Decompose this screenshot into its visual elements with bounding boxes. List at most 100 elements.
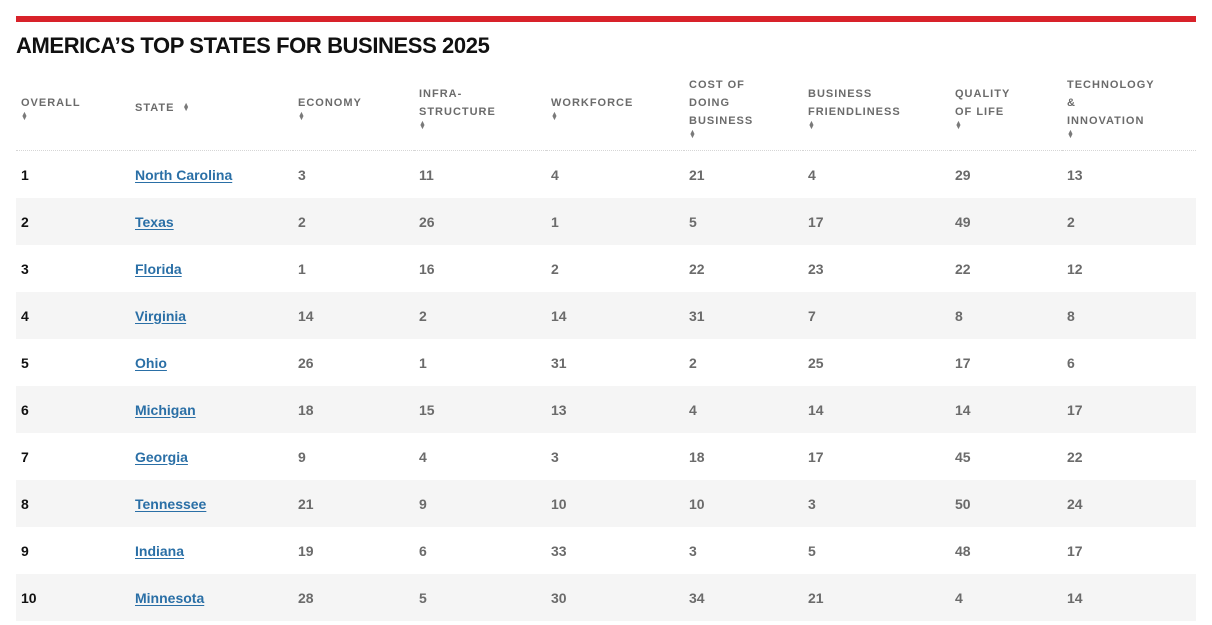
sort-arrows-icon[interactable]: ▲ ▼ [551,111,559,123]
table-row: 10 Minnesota 28 5 30 34 21 4 14 [16,574,1196,621]
state-link[interactable]: Ohio [135,354,167,371]
rankings-table: OVERALL ▲ ▼ STATE ▲ ▼ ECONOMY ▲ ▼ INFRA- STRUCTUR… [16,66,1196,621]
column-header-label: STATE [135,102,175,114]
state-cell: Minnesota [130,574,293,621]
workforce-rank-cell: 10 [546,480,684,527]
technology-rank-cell: 6 [1067,354,1075,371]
workforce-rank-cell: 13 [546,386,684,433]
quality-rank-cell: 45 [955,448,971,465]
sort-arrows-icon[interactable]: ▲ ▼ [1067,129,1075,141]
infrastructure-rank-cell: 6 [419,542,427,559]
state-link[interactable]: Florida [135,260,182,277]
economy-rank-cell: 1 [298,260,306,277]
quality-rank-cell: 22 [955,260,971,277]
column-header-friendliness[interactable]: BUSINESS FRIENDLINESS ▲ ▼ [803,66,950,151]
column-header-label: INNOVATION [1067,115,1145,127]
technology-rank-cell: 12 [1067,260,1083,277]
sort-arrows-icon[interactable]: ▲ ▼ [689,129,697,141]
column-header-label: BUSINESS [808,88,873,100]
state-cell: Michigan [130,386,293,433]
column-header-quality[interactable]: QUALITY OF LIFE ▲ ▼ [950,66,1062,151]
state-link[interactable]: Georgia [135,448,188,465]
technology-rank-cell: 8 [1062,292,1196,339]
accent-bar [16,16,1196,22]
quality-rank-cell: 49 [950,198,1062,245]
quality-rank-cell: 4 [950,574,1062,621]
workforce-rank-cell: 31 [551,354,567,371]
workforce-rank-cell: 2 [551,260,559,277]
sort-arrows-icon[interactable]: ▲ ▼ [182,102,191,114]
cost-rank-cell: 31 [684,292,803,339]
state-link[interactable]: Texas [135,213,174,230]
economy-rank-cell: 21 [293,480,414,527]
overall-rank-cell: 6 [16,386,130,433]
economy-rank-cell: 2 [293,198,414,245]
column-header-overall[interactable]: OVERALL ▲ ▼ [16,66,130,151]
economy-rank-cell: 19 [298,542,314,559]
cost-rank-cell: 2 [689,354,697,371]
table-row: 8 Tennessee 21 9 10 10 3 50 24 [16,480,1196,527]
column-header-technology[interactable]: TECHNOLOGY & INNOVATION ▲ ▼ [1062,66,1196,151]
workforce-rank-cell: 30 [546,574,684,621]
overall-rank-cell: 1 [21,166,29,183]
workforce-rank-cell: 14 [546,292,684,339]
state-link[interactable]: Virginia [135,307,187,324]
cost-rank-cell: 3 [689,542,697,559]
overall-rank-cell: 8 [16,480,130,527]
state-cell: Ohio [130,339,293,386]
column-header-label: ECONOMY [298,97,362,109]
sort-arrows-icon[interactable]: ▲ ▼ [808,120,816,132]
table-header-row: OVERALL ▲ ▼ STATE ▲ ▼ ECONOMY ▲ ▼ INFRA- STRUCTUR… [16,66,1196,151]
sort-arrows-icon[interactable]: ▲ ▼ [955,120,963,132]
cost-rank-cell: 22 [689,260,705,277]
state-link[interactable]: North Carolina [135,166,233,183]
infrastructure-rank-cell: 9 [414,480,546,527]
column-header-label: QUALITY [955,88,1011,100]
table-row: 9 Indiana 19 6 33 3 5 48 17 [16,527,1196,574]
technology-rank-cell: 14 [1062,574,1196,621]
column-header-cost[interactable]: COST OF DOING BUSINESS ▲ ▼ [684,66,803,151]
column-header-label: TECHNOLOGY [1067,79,1155,91]
friendliness-rank-cell: 5 [808,542,816,559]
table-row: 1 North Carolina 3 11 4 21 4 29 13 [16,151,1196,199]
column-header-label: WORKFORCE [551,97,634,109]
economy-rank-cell: 9 [298,448,306,465]
friendliness-rank-cell: 14 [803,386,950,433]
state-cell: Florida [130,245,293,292]
state-cell: North Carolina [130,151,293,199]
friendliness-rank-cell: 23 [808,260,824,277]
overall-rank-cell: 10 [16,574,130,621]
cost-rank-cell: 34 [684,574,803,621]
workforce-rank-cell: 3 [551,448,559,465]
workforce-rank-cell: 1 [546,198,684,245]
state-link[interactable]: Indiana [135,542,185,559]
state-cell: Tennessee [130,480,293,527]
table-row: 3 Florida 1 16 2 22 23 22 12 [16,245,1196,292]
state-cell: Texas [130,198,293,245]
column-header-workforce[interactable]: WORKFORCE ▲ ▼ [546,66,684,151]
cost-rank-cell: 10 [684,480,803,527]
state-link[interactable]: Michigan [135,401,196,418]
quality-rank-cell: 17 [955,354,971,371]
economy-rank-cell: 18 [293,386,414,433]
economy-rank-cell: 3 [298,166,306,183]
page-title: AMERICA’S TOP STATES FOR BUSINESS 2025 [16,33,490,58]
column-header-infrastructure[interactable]: INFRA- STRUCTURE ▲ ▼ [414,66,546,151]
economy-rank-cell: 26 [298,354,314,371]
state-link[interactable]: Minnesota [135,589,205,606]
table-row: 5 Ohio 26 1 31 2 25 17 6 [16,339,1196,386]
sort-arrows-icon[interactable]: ▲ ▼ [419,120,427,132]
column-header-economy[interactable]: ECONOMY ▲ ▼ [293,66,414,151]
overall-rank-cell: 3 [21,260,29,277]
state-link[interactable]: Tennessee [135,495,207,512]
technology-rank-cell: 2 [1062,198,1196,245]
column-header-state[interactable]: STATE ▲ ▼ [130,66,293,151]
cost-rank-cell: 4 [684,386,803,433]
quality-rank-cell: 50 [950,480,1062,527]
table-row: 7 Georgia 9 4 3 18 17 45 22 [16,433,1196,480]
sort-arrows-icon[interactable]: ▲ ▼ [21,111,29,123]
table-row: 6 Michigan 18 15 13 4 14 14 17 [16,386,1196,433]
infrastructure-rank-cell: 5 [414,574,546,621]
sort-arrows-icon[interactable]: ▲ ▼ [298,111,306,123]
state-cell: Georgia [130,433,293,480]
